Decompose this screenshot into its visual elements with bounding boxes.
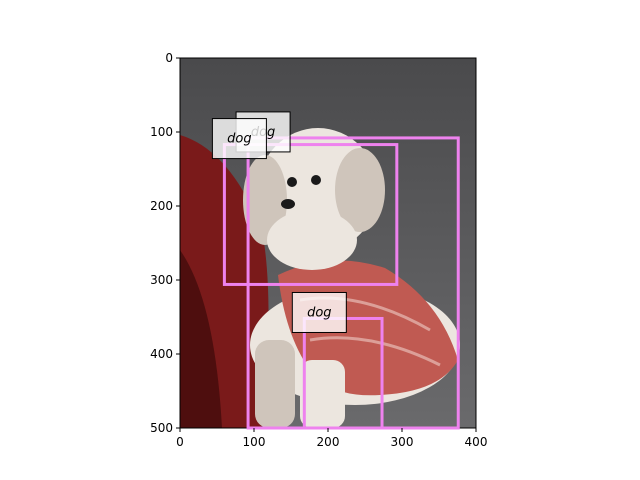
label-text: dog — [307, 305, 331, 320]
dog-back-leg — [255, 340, 295, 428]
y-tick-label: 100 — [150, 125, 173, 139]
x-tick-label: 300 — [391, 435, 414, 449]
y-tick-label: 200 — [150, 199, 173, 213]
detection-label: dog — [292, 292, 346, 332]
dog-eye-right — [311, 175, 321, 185]
dog-eye-left — [287, 177, 297, 187]
x-tick-label: 100 — [243, 435, 266, 449]
x-tick-label: 200 — [317, 435, 340, 449]
x-tick-label: 0 — [176, 435, 184, 449]
y-tick-label: 300 — [150, 273, 173, 287]
dog-front-leg — [300, 360, 345, 428]
dog-neck-fur — [267, 210, 357, 270]
label-text: dog — [227, 132, 251, 147]
y-tick-label: 400 — [150, 347, 173, 361]
y-tick-label: 500 — [150, 421, 173, 435]
x-tick-label: 400 — [465, 435, 488, 449]
dog-nose — [281, 199, 295, 209]
y-axis: 0 100 200 300 400 500 — [150, 51, 180, 435]
detection-label: dog — [212, 119, 266, 159]
x-axis: 0 100 200 300 400 — [176, 428, 487, 449]
y-tick-label: 0 — [165, 51, 173, 65]
